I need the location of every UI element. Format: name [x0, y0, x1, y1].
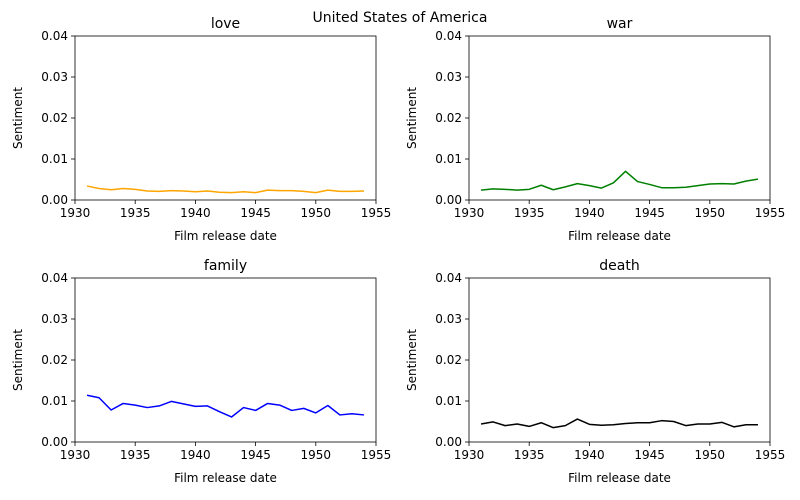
x-tick-label: 1950: [695, 448, 726, 462]
y-tick-label: 0.02: [41, 111, 68, 125]
x-tick-label: 1950: [695, 206, 726, 220]
x-tick-label: 1955: [755, 448, 786, 462]
x-tick-label: 1935: [120, 206, 151, 220]
x-tick-label: 1940: [180, 206, 211, 220]
subplot-title: war: [607, 16, 633, 32]
x-tick-label: 1935: [120, 448, 151, 462]
x-tick-label: 1955: [361, 206, 392, 220]
subplot-love: love 1930 1935 1940 1945 1950 1955 0.00 0.01 0.02…: [11, 16, 391, 243]
y-tick-label: 0.00: [41, 193, 68, 207]
subplot-title: family: [204, 258, 247, 274]
y-tick-label: 0.04: [435, 271, 462, 285]
x-axis-label: Film release date: [568, 229, 671, 243]
y-tick-label: 0.01: [435, 394, 462, 408]
subplot-title: love: [211, 16, 240, 32]
plot-frame: [468, 35, 771, 201]
series-line: [480, 418, 758, 429]
y-tick-label: 0.01: [41, 394, 68, 408]
subplot-family: family 1930 1935 1940 1945 1950 1955 0.00 0.01 0.…: [11, 258, 391, 485]
x-tick-label: 1930: [60, 448, 91, 462]
x-axis-label: Film release date: [174, 471, 277, 485]
subplot-death: death 1930 1935 1940 1945 1950 1955 0.00 0.01 0.0…: [405, 258, 785, 485]
y-axis-label: Sentiment: [11, 329, 25, 391]
y-tick-label: 0.02: [435, 111, 462, 125]
x-tick-label: 1955: [361, 448, 392, 462]
x-tick-label: 1940: [574, 206, 605, 220]
series-line: [86, 394, 365, 418]
x-tick-label: 1940: [574, 448, 605, 462]
x-tick-label: 1950: [301, 448, 332, 462]
plot-frame: [74, 35, 377, 201]
y-tick-label: 0.01: [435, 152, 462, 166]
y-axis-label: Sentiment: [405, 329, 419, 391]
x-tick-label: 1945: [240, 448, 271, 462]
x-axis-label: Film release date: [174, 229, 277, 243]
y-tick-label: 0.03: [435, 70, 462, 84]
y-tick-label: 0.00: [435, 193, 462, 207]
y-tick-label: 0.01: [41, 152, 68, 166]
y-tick-label: 0.03: [41, 70, 68, 84]
x-tick-label: 1930: [454, 448, 485, 462]
y-tick-label: 0.04: [41, 271, 68, 285]
y-tick-label: 0.03: [435, 312, 462, 326]
plot-frame: [74, 277, 377, 443]
y-tick-label: 0.02: [41, 353, 68, 367]
series-line: [86, 185, 364, 194]
y-tick-label: 0.00: [41, 435, 68, 449]
y-tick-label: 0.03: [41, 312, 68, 326]
x-tick-label: 1945: [634, 206, 665, 220]
x-tick-label: 1945: [240, 206, 271, 220]
x-tick-label: 1930: [454, 206, 485, 220]
figure-suptitle: United States of America: [313, 10, 488, 26]
y-tick-label: 0.04: [41, 29, 68, 43]
y-axis-label: Sentiment: [405, 87, 419, 149]
x-tick-label: 1950: [301, 206, 332, 220]
x-tick-label: 1945: [634, 448, 665, 462]
x-axis-label: Film release date: [568, 471, 671, 485]
subplot-war: war 1930 1935 1940 1945 1950 1955 0.00 0.01 0.02 0…: [405, 16, 785, 243]
y-axis-label: Sentiment: [11, 87, 25, 149]
y-tick-label: 0.02: [435, 353, 462, 367]
series-line: [480, 170, 759, 191]
x-tick-label: 1930: [60, 206, 91, 220]
plot-frame: [468, 277, 771, 443]
y-tick-label: 0.00: [435, 435, 462, 449]
x-tick-label: 1935: [514, 448, 545, 462]
y-tick-label: 0.04: [435, 29, 462, 43]
x-tick-label: 1955: [755, 206, 786, 220]
x-tick-label: 1940: [180, 448, 211, 462]
x-tick-label: 1935: [514, 206, 545, 220]
subplot-title: death: [599, 258, 639, 274]
